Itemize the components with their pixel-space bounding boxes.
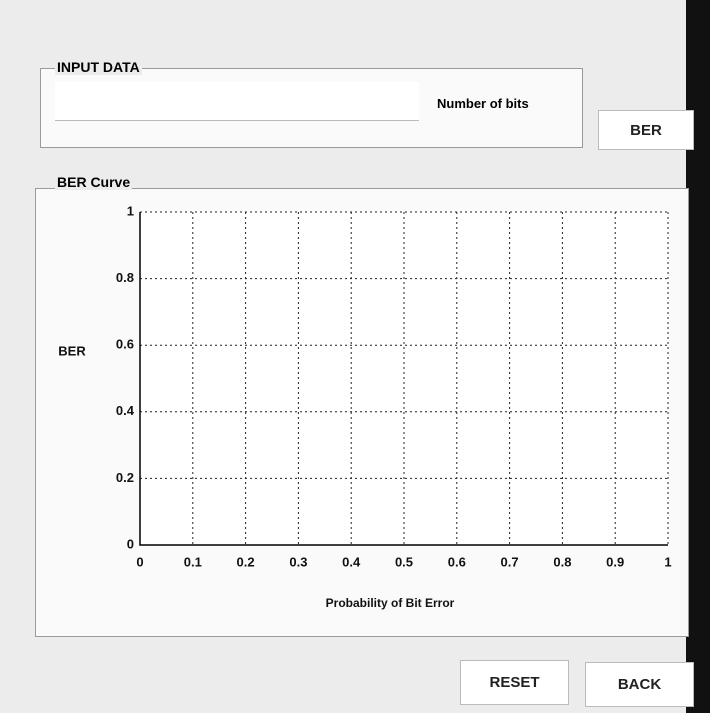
x-tick-label: 0.1 [184, 554, 202, 569]
y-tick-label: 0.8 [116, 270, 134, 285]
x-tick-label: 0.4 [342, 554, 361, 569]
x-tick-label: 0 [136, 554, 143, 569]
x-tick-label: 0.5 [395, 554, 413, 569]
window: INPUT DATA Number of bits BER BER Curve … [0, 0, 710, 713]
y-tick-label: 0.6 [116, 337, 134, 352]
x-tick-label: 0.9 [606, 554, 624, 569]
x-axis-label: Probability of Bit Error [326, 596, 455, 610]
x-tick-label: 0.2 [237, 554, 255, 569]
chart: BER Probability of Bit Error 0 0.2 0.4 0.6 0… [0, 0, 686, 650]
back-button[interactable]: BACK [585, 662, 694, 707]
window-edge [686, 0, 710, 713]
x-tick-label: 1 [664, 554, 671, 569]
x-tick-label: 0.7 [501, 554, 519, 569]
y-tick-label: 0.4 [116, 403, 135, 418]
y-tick-label: 0.2 [116, 470, 134, 485]
x-tick-label: 0.8 [553, 554, 571, 569]
y-axis-label: BER [58, 343, 86, 358]
y-tick-label: 1 [127, 203, 134, 218]
x-tick-label: 0.3 [289, 554, 307, 569]
x-tick-label: 0.6 [448, 554, 466, 569]
y-tick-label: 0 [127, 536, 134, 551]
reset-button[interactable]: RESET [460, 660, 569, 705]
